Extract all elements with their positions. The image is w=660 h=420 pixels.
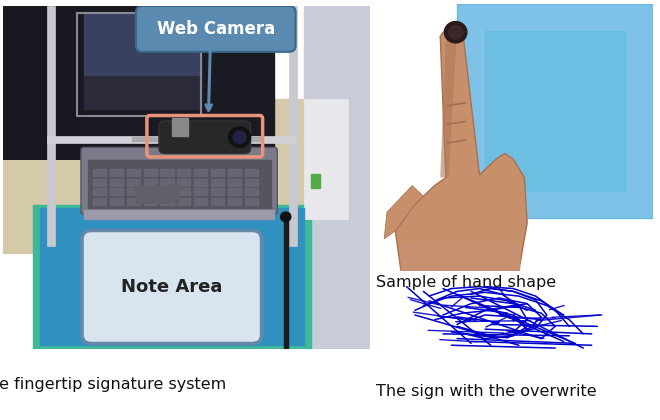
Bar	[178, 198, 191, 205]
Bar	[93, 198, 106, 205]
Bar	[245, 179, 258, 186]
Circle shape	[449, 26, 463, 39]
Bar	[32, 205, 311, 349]
Bar	[304, 6, 370, 349]
Text: The fingertip signature system: The fingertip signature system	[0, 377, 226, 392]
Circle shape	[228, 127, 251, 147]
Bar	[135, 185, 179, 203]
Bar	[40, 208, 304, 345]
Bar	[84, 210, 275, 218]
Bar	[211, 179, 224, 186]
Bar	[110, 189, 123, 195]
Circle shape	[444, 21, 467, 43]
Bar	[84, 13, 201, 109]
Bar	[194, 179, 207, 186]
Bar	[93, 189, 106, 195]
FancyBboxPatch shape	[82, 231, 261, 344]
Bar	[245, 198, 258, 205]
FancyBboxPatch shape	[136, 6, 296, 52]
Bar	[194, 198, 207, 205]
Bar	[88, 160, 271, 208]
Bar	[144, 169, 157, 176]
Bar	[304, 99, 348, 218]
Polygon shape	[3, 6, 84, 160]
Bar	[110, 179, 123, 186]
Bar	[48, 6, 55, 246]
Circle shape	[233, 131, 246, 143]
Bar	[127, 189, 140, 195]
Bar	[160, 198, 174, 205]
Bar	[228, 169, 241, 176]
Bar	[84, 6, 275, 160]
Bar	[178, 189, 191, 195]
Text: The sign with the overwrite: The sign with the overwrite	[376, 384, 597, 399]
Bar	[160, 179, 174, 186]
Bar	[178, 169, 191, 176]
Bar	[93, 179, 106, 186]
Text: Web Camera: Web Camera	[156, 20, 275, 38]
Bar	[245, 169, 258, 176]
Bar	[194, 169, 207, 176]
Bar	[194, 189, 207, 195]
Text: Note Area: Note Area	[121, 278, 222, 296]
Bar	[3, 99, 370, 253]
Bar	[84, 13, 201, 75]
Bar	[228, 179, 241, 186]
Bar	[127, 198, 140, 205]
Bar	[178, 179, 191, 186]
Bar	[211, 169, 224, 176]
Polygon shape	[3, 6, 95, 194]
Bar	[110, 198, 123, 205]
Bar	[127, 169, 140, 176]
Bar	[144, 179, 157, 186]
Bar	[144, 189, 157, 195]
FancyBboxPatch shape	[81, 147, 277, 215]
Bar	[211, 198, 224, 205]
Bar	[93, 169, 106, 176]
Polygon shape	[395, 26, 527, 271]
Bar	[457, 4, 653, 218]
Bar	[401, 244, 519, 271]
Bar	[284, 218, 288, 349]
Bar	[228, 198, 241, 205]
Bar	[211, 189, 224, 195]
Bar	[127, 179, 140, 186]
Bar	[144, 198, 157, 205]
Bar	[160, 169, 174, 176]
Bar	[311, 174, 320, 188]
Bar	[228, 189, 241, 195]
Bar	[485, 31, 625, 191]
FancyBboxPatch shape	[159, 121, 251, 153]
Polygon shape	[440, 26, 457, 178]
Bar	[160, 189, 174, 195]
Circle shape	[280, 212, 291, 222]
Bar	[131, 137, 259, 141]
Bar	[110, 169, 123, 176]
Text: Sample of hand shape: Sample of hand shape	[376, 275, 556, 290]
Bar	[245, 189, 258, 195]
Bar	[289, 6, 297, 246]
Bar	[48, 136, 296, 143]
Bar	[172, 118, 188, 136]
Polygon shape	[384, 186, 424, 239]
